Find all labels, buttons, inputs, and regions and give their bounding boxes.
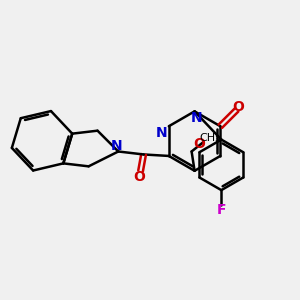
Text: O: O [232,100,244,114]
Text: O: O [133,170,145,184]
Text: N: N [190,111,202,125]
Text: N: N [111,139,123,153]
Text: F: F [217,203,226,217]
Text: N: N [156,126,167,140]
Text: CH₃: CH₃ [199,133,220,142]
Text: O: O [193,137,205,151]
